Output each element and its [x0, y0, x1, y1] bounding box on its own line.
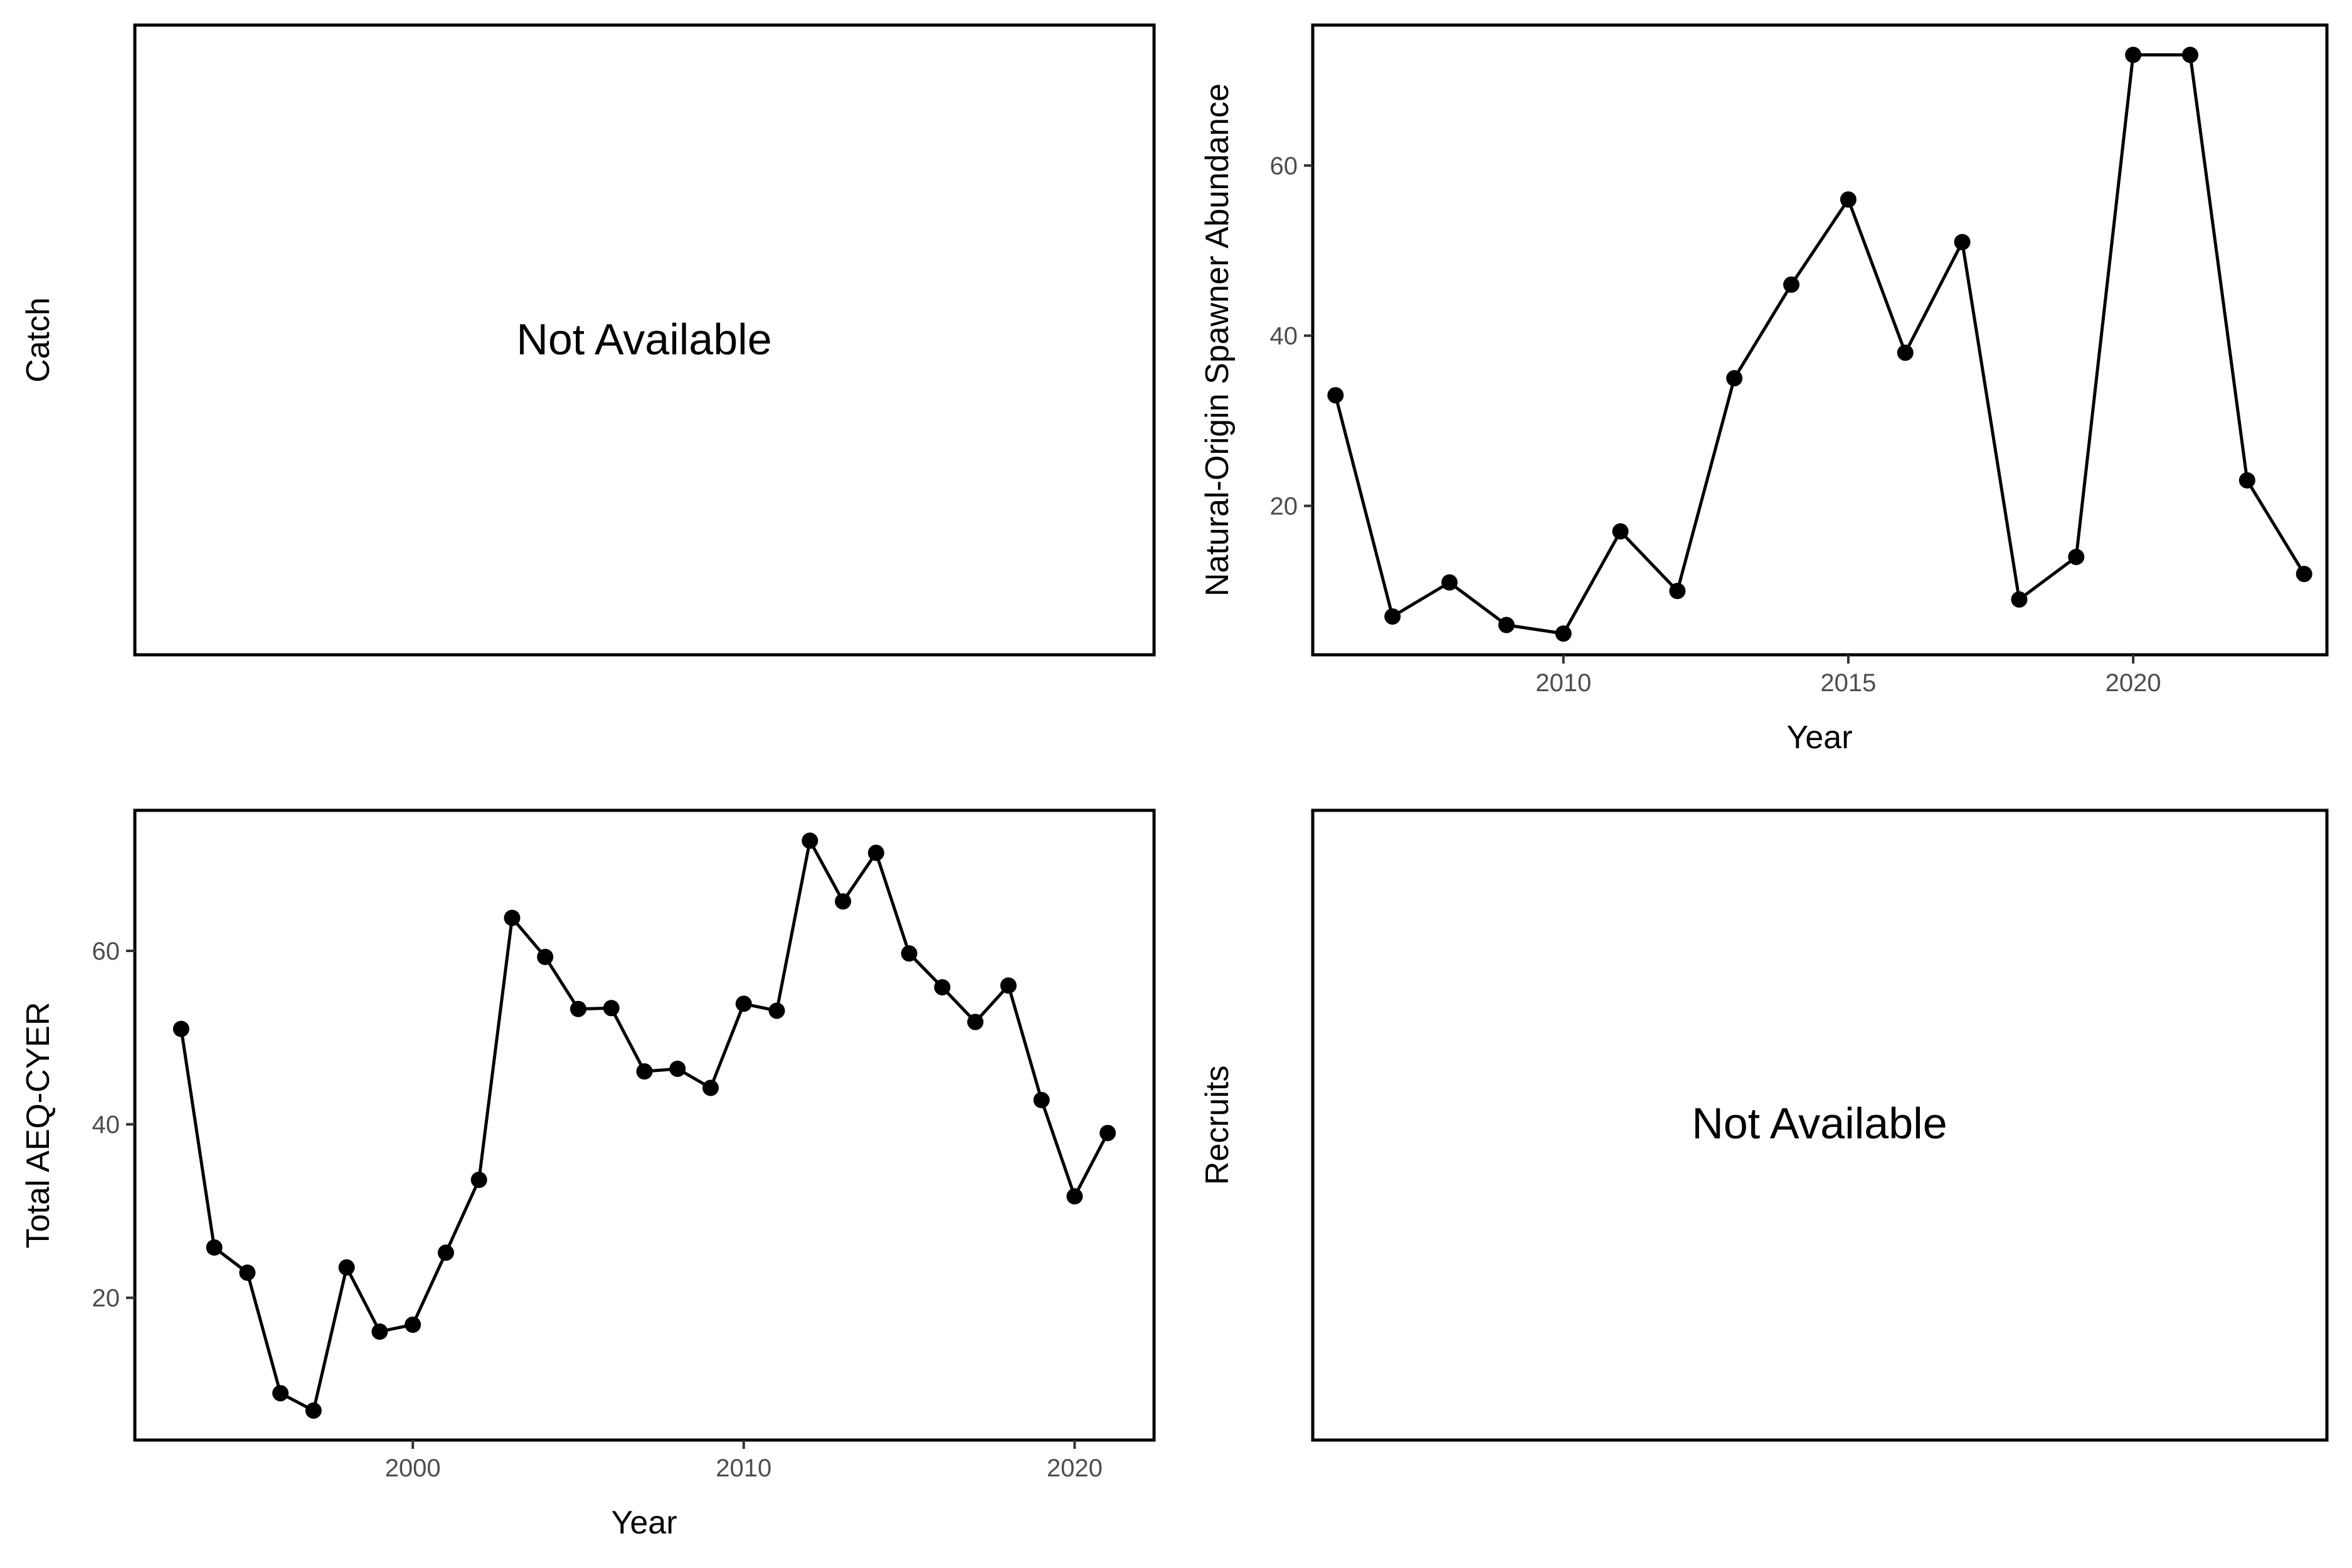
spawners-data-point	[1498, 617, 1515, 633]
panel-recruits: Recruits Not Available	[1199, 808, 2329, 1442]
spawners-y-tick-label: 40	[1270, 322, 1298, 350]
cyer-data-point	[537, 948, 554, 965]
panel-cyer-x-ticks: 2000 2010 2020	[385, 1440, 1103, 1482]
cyer-data-point	[470, 1172, 487, 1189]
spawners-data-point	[1726, 370, 1743, 387]
cyer-x-tick-label: 2000	[385, 1454, 441, 1482]
spawners-data-point	[1669, 583, 1686, 600]
cyer-data-point	[702, 1079, 719, 1096]
cyer-data-point	[669, 1061, 686, 1078]
spawners-x-tick-label: 2020	[2106, 669, 2161, 697]
spawners-data-point	[2125, 46, 2142, 63]
panel-spawners-series	[1327, 46, 2312, 642]
spawners-data-point	[2238, 472, 2255, 489]
cyer-data-point	[802, 832, 818, 849]
cyer-data-point	[1066, 1188, 1083, 1205]
cyer-data-point	[437, 1244, 454, 1261]
spawners-y-tick-label: 20	[1270, 493, 1298, 521]
panel-spawners-frame	[1311, 23, 2329, 657]
spawners-data-point	[2296, 566, 2312, 583]
cyer-series-line	[179, 839, 1110, 1412]
cyer-data-point	[569, 1000, 586, 1017]
spawners-data-point	[1612, 523, 1629, 540]
spawners-data-point	[1783, 276, 1800, 293]
cyer-y-tick-label: 20	[92, 1285, 120, 1312]
spawners-data-point	[1327, 387, 1344, 404]
spawners-y-tick-label: 60	[1270, 152, 1298, 180]
spawners-data-point	[2011, 591, 2028, 608]
cyer-x-tick-label: 2010	[716, 1454, 771, 1482]
cyer-data-point	[338, 1259, 355, 1276]
cyer-data-point	[636, 1063, 653, 1080]
cyer-data-point	[305, 1402, 322, 1419]
cyer-data-point	[371, 1323, 388, 1340]
cyer-data-point	[272, 1385, 289, 1402]
panel-spawners-y-ticks: 20 40 60	[1270, 152, 1313, 521]
panel-catch-frame	[133, 23, 1156, 657]
panel-cyer-y-ticks: 20 40 60	[92, 938, 135, 1312]
cyer-data-point	[934, 979, 951, 996]
spawners-data-point	[1555, 625, 1572, 642]
panel-recruits-ylabel: Recruits	[1199, 1066, 1236, 1185]
spawners-data-point	[1441, 574, 1458, 591]
cyer-data-point	[239, 1264, 256, 1281]
panel-catch-not-available: Not Available	[516, 315, 771, 364]
panel-spawners-xlabel: Year	[1786, 719, 1852, 756]
panel-spawners-ylabel: Natural-Origin Spawner Abundance	[1199, 83, 1236, 596]
panel-recruits-frame	[1311, 808, 2329, 1442]
panel-spawners: Natural-Origin Spawner Abundance Year 20…	[1199, 23, 2329, 756]
cyer-data-point	[1000, 977, 1017, 994]
cyer-data-point	[735, 995, 752, 1012]
panel-catch-ylabel: Catch	[20, 297, 56, 383]
cyer-data-point	[967, 1014, 984, 1030]
cyer-data-point	[1099, 1125, 1116, 1142]
panel-cyer-frame	[133, 808, 1156, 1442]
cyer-data-point	[867, 844, 884, 861]
spawners-data-point	[1384, 608, 1401, 625]
panel-recruits-not-available: Not Available	[1692, 1099, 1947, 1148]
spawners-series-line	[1333, 53, 2306, 635]
cyer-y-tick-label: 40	[92, 1111, 120, 1139]
cyer-data-point	[835, 893, 852, 910]
cyer-data-point	[405, 1316, 421, 1333]
cyer-data-point	[603, 1000, 620, 1017]
spawners-x-tick-label: 2010	[1535, 669, 1591, 697]
cyer-data-point	[206, 1239, 223, 1256]
cyer-x-tick-label: 2020	[1047, 1454, 1103, 1482]
cyer-data-point	[504, 909, 521, 926]
panel-cyer-xlabel: Year	[611, 1505, 677, 1541]
cyer-data-point	[172, 1020, 189, 1037]
panel-cyer-ylabel: Total AEQ-CYER	[20, 1002, 56, 1248]
spawners-data-point	[1840, 191, 1857, 208]
cyer-data-point	[1033, 1091, 1050, 1108]
spawners-x-tick-label: 2015	[1820, 669, 1876, 697]
panel-cyer: Total AEQ-CYER Year 2000 2010 2020 20 40 60	[20, 808, 1156, 1541]
spawners-data-point	[2068, 548, 2085, 565]
spawners-data-point	[1897, 344, 1914, 361]
cyer-y-tick-label: 60	[92, 938, 120, 965]
panel-cyer-series	[172, 832, 1116, 1419]
cyer-data-point	[768, 1002, 785, 1019]
panel-catch: Catch Not Available	[20, 23, 1156, 657]
spawners-data-point	[2181, 46, 2198, 63]
spawners-data-point	[1954, 233, 1971, 250]
cyer-data-point	[901, 945, 918, 962]
panel-spawners-x-ticks: 2010 2015 2020	[1535, 655, 2161, 697]
